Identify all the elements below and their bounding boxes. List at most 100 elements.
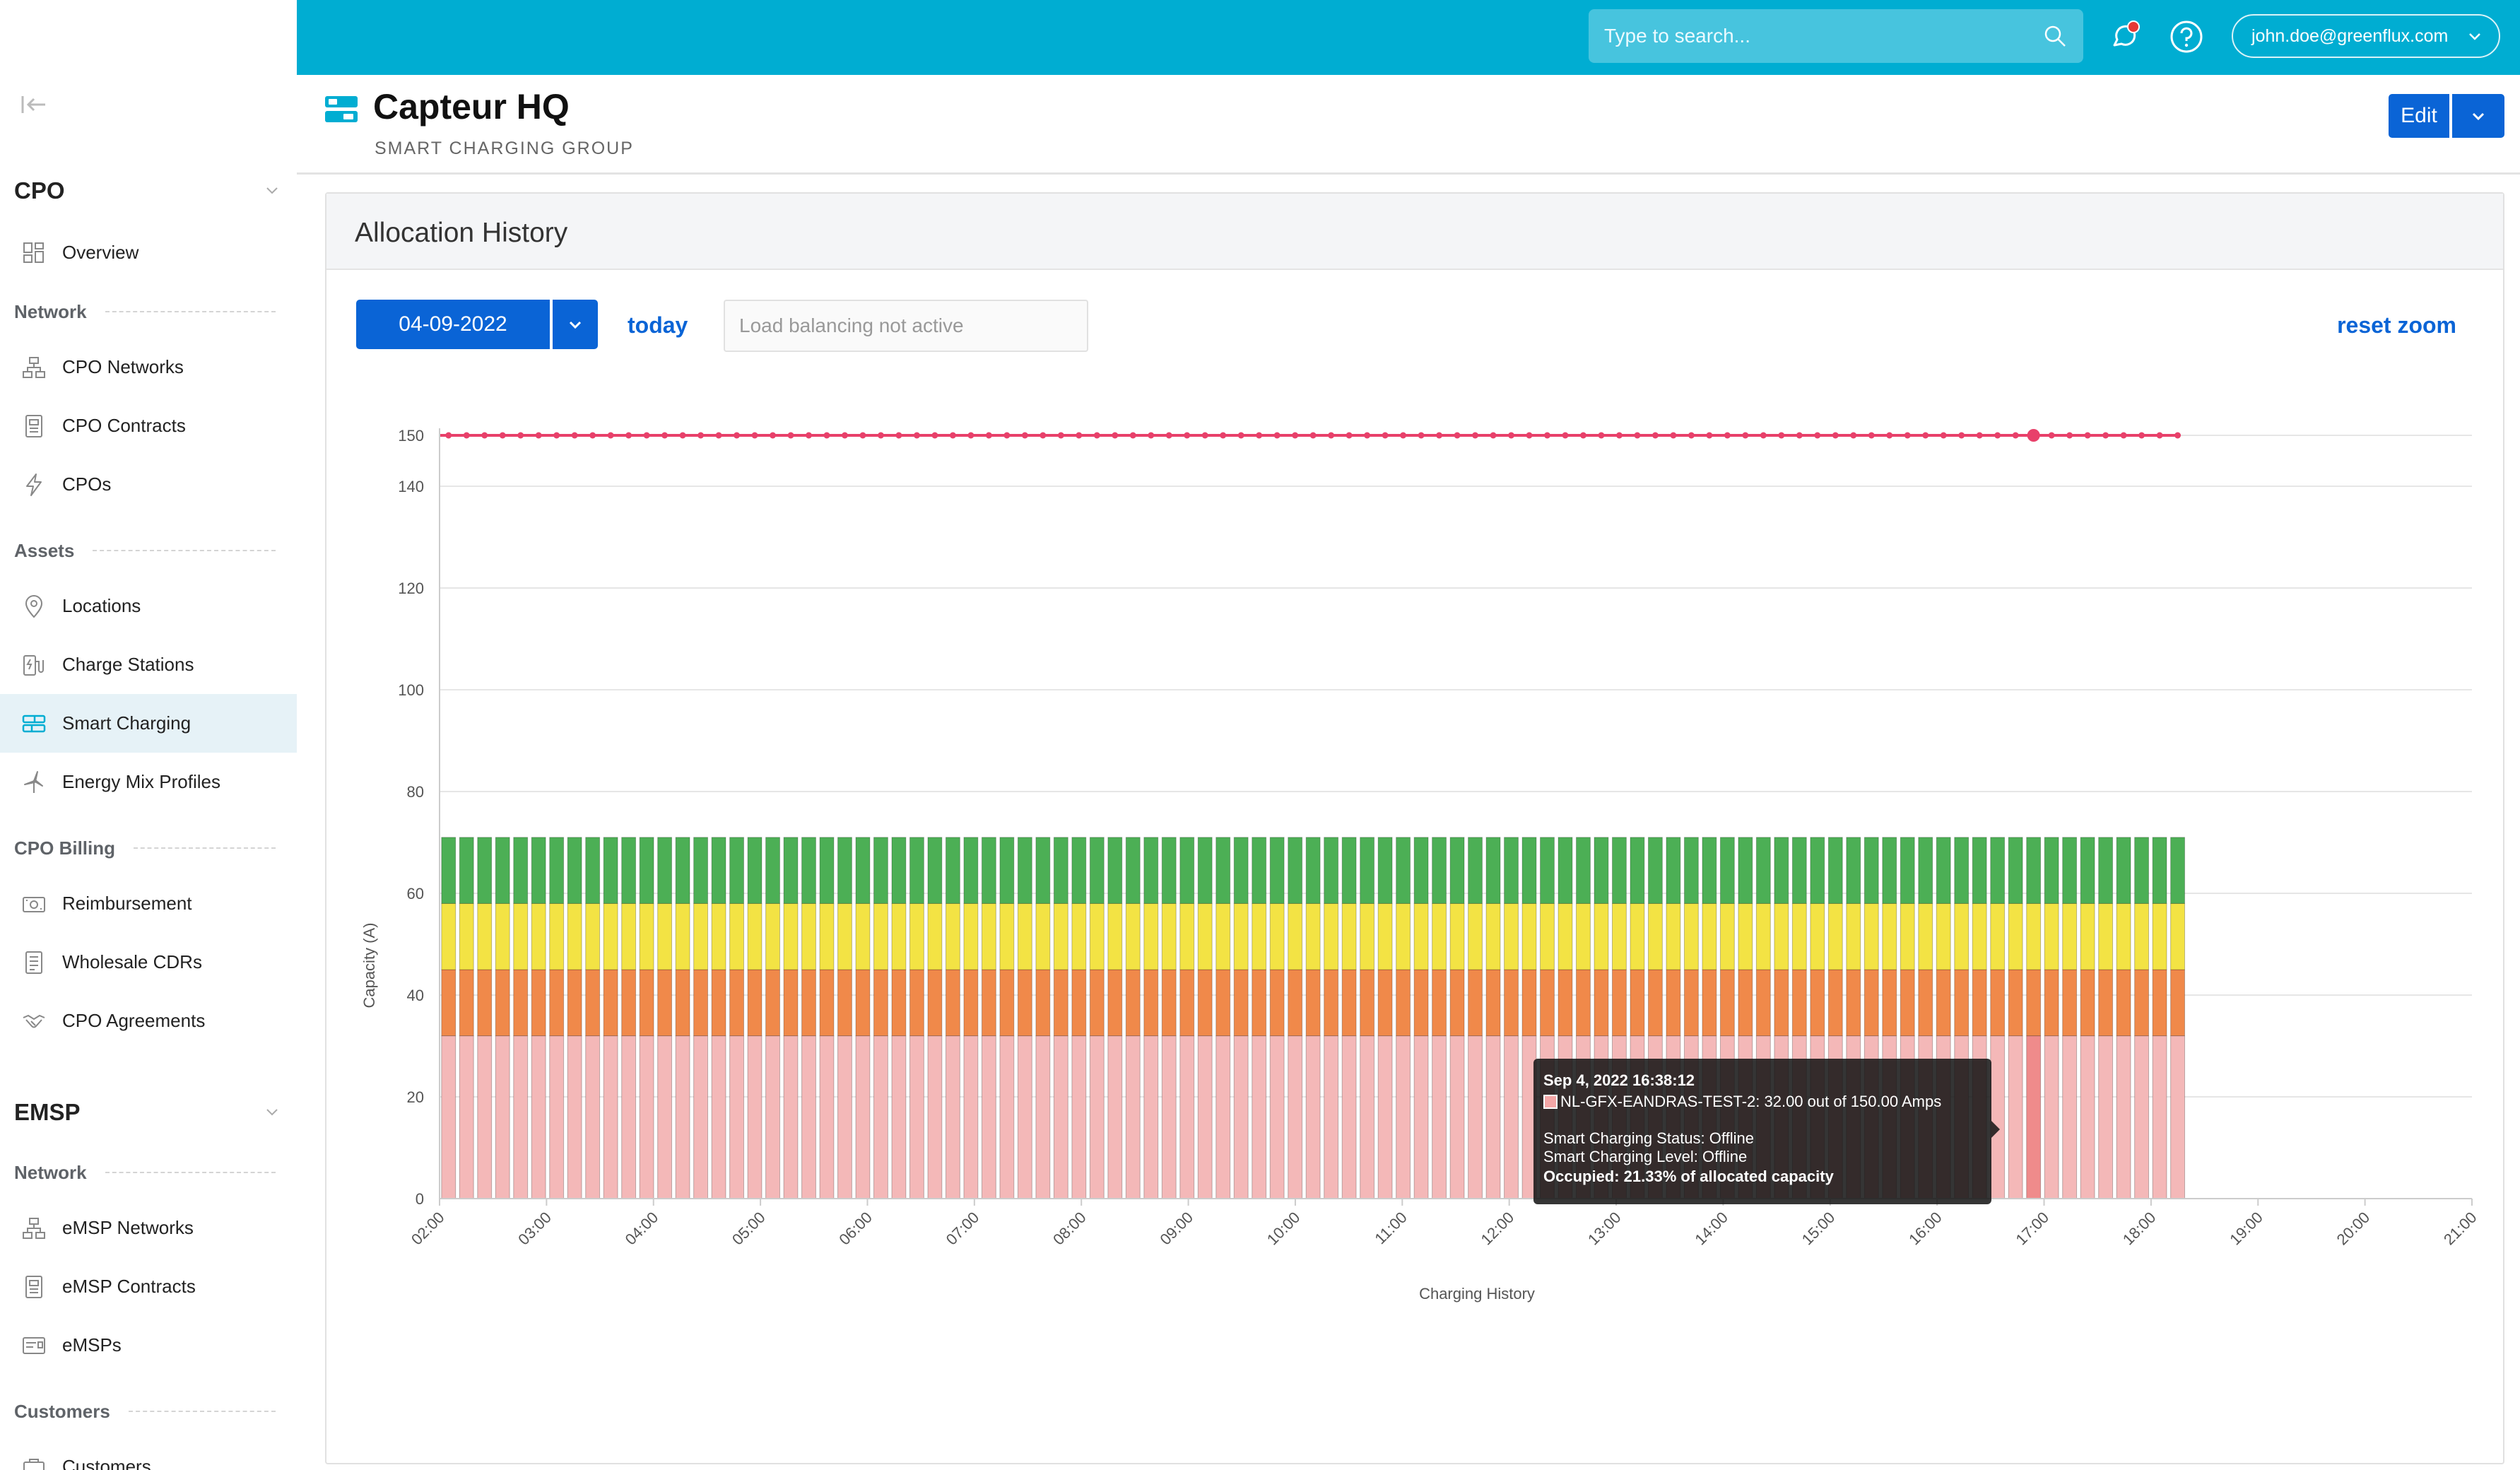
x-tick-label: 15:00	[1798, 1209, 1839, 1249]
group-customers: Customers	[14, 1394, 276, 1429]
y-tick-label: 150	[398, 427, 424, 445]
bar-segment	[1485, 969, 1501, 1037]
sidebar-item-reimbursement[interactable]: Reimbursement	[0, 874, 297, 933]
bar-segment	[1035, 969, 1051, 1037]
bar-segment	[1702, 969, 1717, 1037]
bar-segment	[1089, 969, 1105, 1037]
bar-segment	[999, 1035, 1015, 1199]
bar-segment	[999, 837, 1015, 904]
section-emsp-title: EMSP	[14, 1099, 81, 1125]
sidebar-item-emsps[interactable]: eMSPs	[0, 1316, 297, 1375]
bar-segment	[2026, 837, 2042, 904]
divider	[105, 311, 276, 312]
bar-segment	[909, 902, 924, 970]
search-icon[interactable]	[2042, 23, 2068, 49]
section-cpo[interactable]: CPO	[14, 170, 290, 212]
bar-segment	[1252, 969, 1267, 1037]
money-icon	[21, 891, 47, 917]
sidebar-item-cpo-agreements[interactable]: CPO Agreements	[0, 992, 297, 1050]
limit-point	[1814, 432, 1821, 439]
sidebar-item-smart-charging[interactable]: Smart Charging	[0, 694, 297, 753]
sidebar-item-label: CPOs	[62, 474, 112, 495]
x-tick-label: 12:00	[1478, 1209, 1518, 1249]
bar-segment	[1341, 1035, 1357, 1199]
edit-button[interactable]: Edit	[2389, 94, 2449, 138]
sidebar-item-emsp-contracts[interactable]: eMSP Contracts	[0, 1257, 297, 1316]
limit-point	[1256, 432, 1263, 439]
bar-segment	[1647, 969, 1663, 1037]
sidebar-item-energy-mix-profiles[interactable]: Energy Mix Profiles	[0, 753, 297, 811]
bar-segment	[1071, 969, 1087, 1037]
bar-segment	[783, 837, 799, 904]
date-picker-button[interactable]: 04-09-2022	[356, 300, 550, 349]
bar-segment	[1810, 902, 1825, 970]
limit-point	[1021, 432, 1028, 439]
bar-segment	[1125, 969, 1141, 1037]
edit-dropdown-button[interactable]	[2452, 94, 2504, 138]
bar-segment	[747, 902, 763, 970]
allocation-history-card: Allocation History 04-09-2022 today Load…	[325, 192, 2504, 1464]
bar-segment	[1125, 902, 1141, 970]
bar-segment	[477, 969, 493, 1037]
bar-segment	[927, 1035, 943, 1199]
sidebar-item-emsp-networks[interactable]: eMSP Networks	[0, 1199, 297, 1257]
bar-segment	[927, 902, 943, 970]
limit-point	[2084, 432, 2091, 439]
x-tick-label: 06:00	[835, 1209, 876, 1249]
bar-segment	[1215, 902, 1231, 970]
collapse-sidebar-icon[interactable]	[18, 90, 49, 119]
sidebar-item-cpo-contracts[interactable]: CPO Contracts	[0, 396, 297, 455]
bar-segment	[1341, 837, 1357, 904]
bar-segment	[1197, 902, 1213, 970]
bar-segment	[1594, 837, 1609, 904]
bar-segment	[801, 1035, 816, 1199]
bar-segment	[477, 837, 493, 904]
bar-segment	[1719, 969, 1735, 1037]
allocation-history-chart[interactable]: 0 20 40 60 80 100 120 140 150 02:00 03:00 04:00 05:0…	[326, 356, 2503, 1459]
bar-segment	[1468, 1035, 1483, 1199]
bar-segment	[1396, 1035, 1411, 1199]
section-cpo-title: CPO	[14, 177, 65, 204]
bar-segment	[2098, 837, 2114, 904]
bar-segment	[1576, 837, 1591, 904]
x-tick-label: 08:00	[1049, 1209, 1090, 1249]
bar-segment	[1107, 1035, 1123, 1199]
sidebar-item-locations[interactable]: Locations	[0, 577, 297, 635]
reset-zoom-link[interactable]: reset zoom	[2337, 312, 2456, 338]
x-tick-label: 04:00	[622, 1209, 662, 1249]
bar-segment	[459, 1035, 474, 1199]
search-input[interactable]: Type to search...	[1589, 9, 2083, 63]
header-divider	[297, 172, 2520, 175]
bar-segment	[1324, 902, 1339, 970]
bar-segment	[891, 837, 907, 904]
bar-segment	[837, 837, 852, 904]
date-picker-dropdown[interactable]	[553, 300, 598, 349]
today-link[interactable]: today	[628, 312, 688, 338]
bar-segment	[1233, 1035, 1249, 1199]
bar-segment	[747, 969, 763, 1037]
bar-segment	[1360, 1035, 1375, 1199]
bar-segment	[513, 969, 529, 1037]
sidebar-item-cpos[interactable]: CPOs	[0, 455, 297, 514]
bar-segment	[1161, 902, 1177, 970]
section-emsp[interactable]: EMSP	[14, 1091, 290, 1134]
help-icon[interactable]	[2168, 18, 2205, 55]
y-tick-label: 80	[407, 783, 424, 801]
limit-point	[913, 432, 920, 439]
limit-point	[895, 432, 902, 439]
bar-segment	[621, 837, 637, 904]
limit-point	[1436, 432, 1443, 439]
limit-point	[1850, 432, 1857, 439]
bar-segment	[585, 1035, 601, 1199]
bar-segment	[1900, 969, 1915, 1037]
user-menu[interactable]: john.doe@greenflux.com	[2232, 14, 2500, 58]
sidebar-item-customers[interactable]: Customers	[0, 1437, 297, 1470]
bar-segment	[1504, 902, 1519, 970]
sidebar-item-overview[interactable]: Overview	[0, 223, 297, 282]
sidebar-item-cpo-networks[interactable]: CPO Networks	[0, 338, 297, 396]
bar-segment	[531, 837, 546, 904]
notifications-icon[interactable]	[2107, 18, 2144, 55]
sidebar-item-charge-stations[interactable]: Charge Stations	[0, 635, 297, 694]
bar-segment	[1089, 1035, 1105, 1199]
sidebar-item-wholesale-cdrs[interactable]: Wholesale CDRs	[0, 933, 297, 992]
